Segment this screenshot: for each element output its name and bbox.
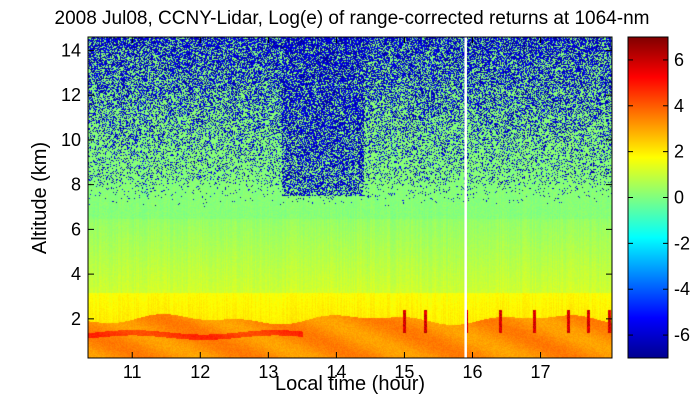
x-tick-label: 11	[123, 362, 142, 382]
colorbar-tick-label: 4	[674, 96, 684, 116]
colorbar-ticks: 6 4 2 0 -2 -4 -6	[628, 50, 690, 345]
colorbar-tick-label: -4	[674, 279, 690, 299]
plot-area	[87, 36, 613, 359]
y-tick-label: 6	[71, 219, 81, 239]
y-tick-label: 14	[61, 40, 81, 60]
y-axis-ticks: 2 4 6 8 10 12 14	[61, 40, 612, 329]
x-tick-label: 14	[326, 362, 346, 382]
y-tick-label: 4	[71, 264, 81, 284]
x-tick-label: 13	[258, 362, 278, 382]
x-tick-label: 16	[462, 362, 482, 382]
colorbar-tick-label: 6	[674, 50, 684, 70]
heatmap-image	[88, 37, 612, 358]
colorbar-tick-label: 0	[674, 188, 684, 208]
x-axis-ticks: 11 12 13 14 15 16 17	[123, 37, 551, 382]
y-axis-label: Altitude (km)	[29, 142, 51, 254]
x-tick-label: 17	[531, 362, 551, 382]
colorbar-tick-label: -2	[674, 233, 690, 253]
colorbar: 6 4 2 0 -2 -4 -6	[627, 36, 690, 359]
x-tick-label: 12	[190, 362, 210, 382]
y-tick-label: 10	[61, 130, 81, 150]
y-tick-label: 12	[61, 85, 81, 105]
colorbar-gradient	[627, 36, 669, 359]
y-tick-label: 8	[71, 175, 81, 195]
x-axis-label: Local time (hour)	[275, 373, 425, 395]
colorbar-tick-label: -6	[674, 325, 690, 345]
x-tick-label: 15	[394, 362, 414, 382]
y-tick-label: 2	[71, 309, 81, 329]
plot-frame	[87, 36, 613, 359]
colorbar-tick-label: 2	[674, 142, 684, 162]
chart-title: 2008 Jul08, CCNY-Lidar, Log(e) of range-…	[55, 8, 650, 29]
